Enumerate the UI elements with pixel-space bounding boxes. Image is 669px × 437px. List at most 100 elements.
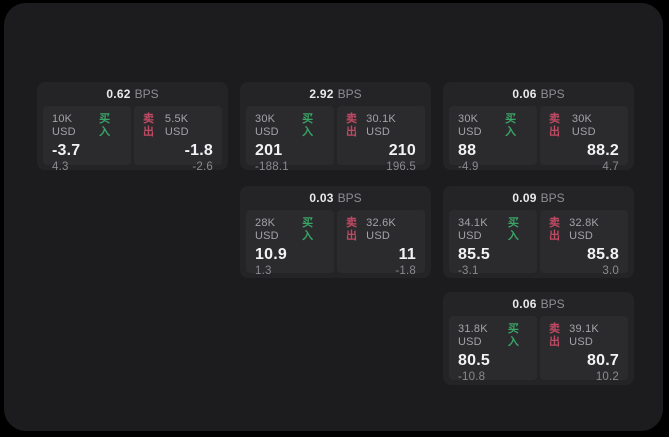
sell-quote-tile[interactable]: 卖出 30K USD 88.2 4.7 [540,106,628,173]
buy-side-label: 买入 [507,217,520,243]
sell-tile-top-row: 卖出 39.1K USD [549,323,619,349]
sell-notional: 30.1K USD [366,113,396,139]
buy-tile-top-row: 30K USD 买入 [255,113,325,139]
buy-delta: -10.8 [458,370,486,383]
quote-panels: 34.1K USD 买入 85.5 -3.1 卖出 32.8K USD 85.8… [449,210,628,277]
quote-panels: 30K USD 买入 201 -188.1 卖出 30.1K USD 210 1… [246,106,425,173]
sell-delta: 196.5 [386,160,416,173]
quote-panels: 30K USD 买入 88 -4.9 卖出 30K USD 88.2 4.7 [449,106,628,173]
buy-tile-top-row: 28K USD 买入 [255,217,325,243]
buy-notional: 30K USD [255,113,279,139]
bps-unit-label: BPS [540,191,565,205]
buy-tile-top-row: 10K USD 买入 [52,113,122,139]
bps-unit-label: BPS [540,87,565,101]
buy-notional: 10K USD [52,113,76,139]
sell-notional: 32.8K USD [569,217,599,243]
buy-delta: -188.1 [255,160,289,173]
buy-price: 80.5 [458,352,490,370]
quote-card: 0.09 BPS 34.1K USD 买入 85.5 -3.1 卖出 32.8K… [443,186,634,278]
sell-delta: 3.0 [602,264,619,277]
sell-price: 85.8 [587,246,619,264]
bps-unit-label: BPS [540,297,565,311]
card-header: 0.03 BPS [246,186,425,210]
buy-quote-tile[interactable]: 30K USD 买入 88 -4.9 [449,106,537,173]
quote-card: 0.06 BPS 31.8K USD 买入 80.5 -10.8 卖出 39.1… [443,292,634,385]
card-header: 0.06 BPS [449,82,628,106]
buy-quote-tile[interactable]: 30K USD 买入 201 -188.1 [246,106,334,173]
sell-quote-tile[interactable]: 卖出 5.5K USD -1.8 -2.6 [134,106,222,173]
buy-price: -3.7 [52,142,81,160]
buy-notional: 30K USD [458,113,482,139]
buy-notional: 28K USD [255,217,279,243]
sell-notional: 30K USD [571,113,596,139]
buy-price: 201 [255,142,283,160]
quote-card: 0.62 BPS 10K USD 买入 -3.7 4.3 卖出 5.5K USD… [37,82,228,173]
sell-delta: -2.6 [192,160,213,173]
buy-tile-top-row: 30K USD 买入 [458,113,528,139]
buy-price: 88 [458,142,477,160]
card-header: 0.06 BPS [449,292,628,316]
buy-notional: 34.1K USD [458,217,488,243]
bps-unit-label: BPS [134,87,159,101]
buy-delta: 4.3 [52,160,69,173]
sell-price: 88.2 [587,142,619,160]
buy-quote-tile[interactable]: 10K USD 买入 -3.7 4.3 [43,106,131,173]
buy-notional: 31.8K USD [458,323,488,349]
bps-unit-label: BPS [337,87,362,101]
bps-value: 2.92 [309,87,334,101]
bps-value: 0.09 [512,191,537,205]
sell-side-label: 卖出 [346,217,358,243]
buy-side-label: 买入 [302,217,314,243]
sell-side-label: 卖出 [143,113,155,139]
buy-side-label: 买入 [99,113,111,139]
buy-quote-tile[interactable]: 28K USD 买入 10.9 1.3 [246,210,334,277]
quote-board: 0.62 BPS 10K USD 买入 -3.7 4.3 卖出 5.5K USD… [4,3,663,431]
sell-side-label: 卖出 [549,217,561,243]
sell-tile-top-row: 卖出 5.5K USD [143,113,213,139]
bps-value: 0.06 [512,87,537,101]
buy-quote-tile[interactable]: 31.8K USD 买入 80.5 -10.8 [449,316,537,383]
quote-panels: 10K USD 买入 -3.7 4.3 卖出 5.5K USD -1.8 -2.… [43,106,222,173]
buy-tile-top-row: 31.8K USD 买入 [458,323,528,349]
sell-delta: 4.7 [602,160,619,173]
card-header: 0.09 BPS [449,186,628,210]
sell-quote-tile[interactable]: 卖出 32.6K USD 11 -1.8 [337,210,425,277]
buy-side-label: 买入 [507,323,520,349]
sell-side-label: 卖出 [549,323,561,349]
sell-price: -1.8 [184,142,213,160]
buy-delta: -4.9 [458,160,479,173]
sell-price: 210 [388,142,416,160]
bps-unit-label: BPS [337,191,362,205]
sell-tile-top-row: 卖出 32.8K USD [549,217,619,243]
sell-notional: 32.6K USD [366,217,396,243]
sell-side-label: 卖出 [549,113,561,139]
sell-price: 11 [398,246,416,264]
quote-panels: 28K USD 买入 10.9 1.3 卖出 32.6K USD 11 -1.8 [246,210,425,277]
sell-side-label: 卖出 [346,113,358,139]
buy-price: 10.9 [255,246,287,264]
sell-delta: -1.8 [395,264,416,277]
bps-value: 0.62 [106,87,131,101]
sell-tile-top-row: 卖出 30K USD [549,113,619,139]
card-header: 0.62 BPS [43,82,222,106]
sell-tile-top-row: 卖出 30.1K USD [346,113,416,139]
app-surface: 0.62 BPS 10K USD 买入 -3.7 4.3 卖出 5.5K USD… [4,3,663,431]
sell-tile-top-row: 卖出 32.6K USD [346,217,416,243]
sell-quote-tile[interactable]: 卖出 39.1K USD 80.7 10.2 [540,316,628,383]
sell-notional: 5.5K USD [164,113,189,139]
sell-price: 80.7 [587,352,619,370]
buy-tile-top-row: 34.1K USD 买入 [458,217,528,243]
buy-side-label: 买入 [302,113,314,139]
quote-card: 0.03 BPS 28K USD 买入 10.9 1.3 卖出 32.6K US… [240,186,431,278]
quote-panels: 31.8K USD 买入 80.5 -10.8 卖出 39.1K USD 80.… [449,316,628,383]
quote-card: 0.06 BPS 30K USD 买入 88 -4.9 卖出 30K USD 8… [443,82,634,173]
buy-delta: -3.1 [458,264,479,277]
bps-value: 0.03 [309,191,334,205]
bps-value: 0.06 [512,297,537,311]
sell-quote-tile[interactable]: 卖出 30.1K USD 210 196.5 [337,106,425,173]
buy-quote-tile[interactable]: 34.1K USD 买入 85.5 -3.1 [449,210,537,277]
buy-delta: 1.3 [255,264,272,277]
buy-price: 85.5 [458,246,490,264]
quote-card: 2.92 BPS 30K USD 买入 201 -188.1 卖出 30.1K … [240,82,431,173]
sell-quote-tile[interactable]: 卖出 32.8K USD 85.8 3.0 [540,210,628,277]
